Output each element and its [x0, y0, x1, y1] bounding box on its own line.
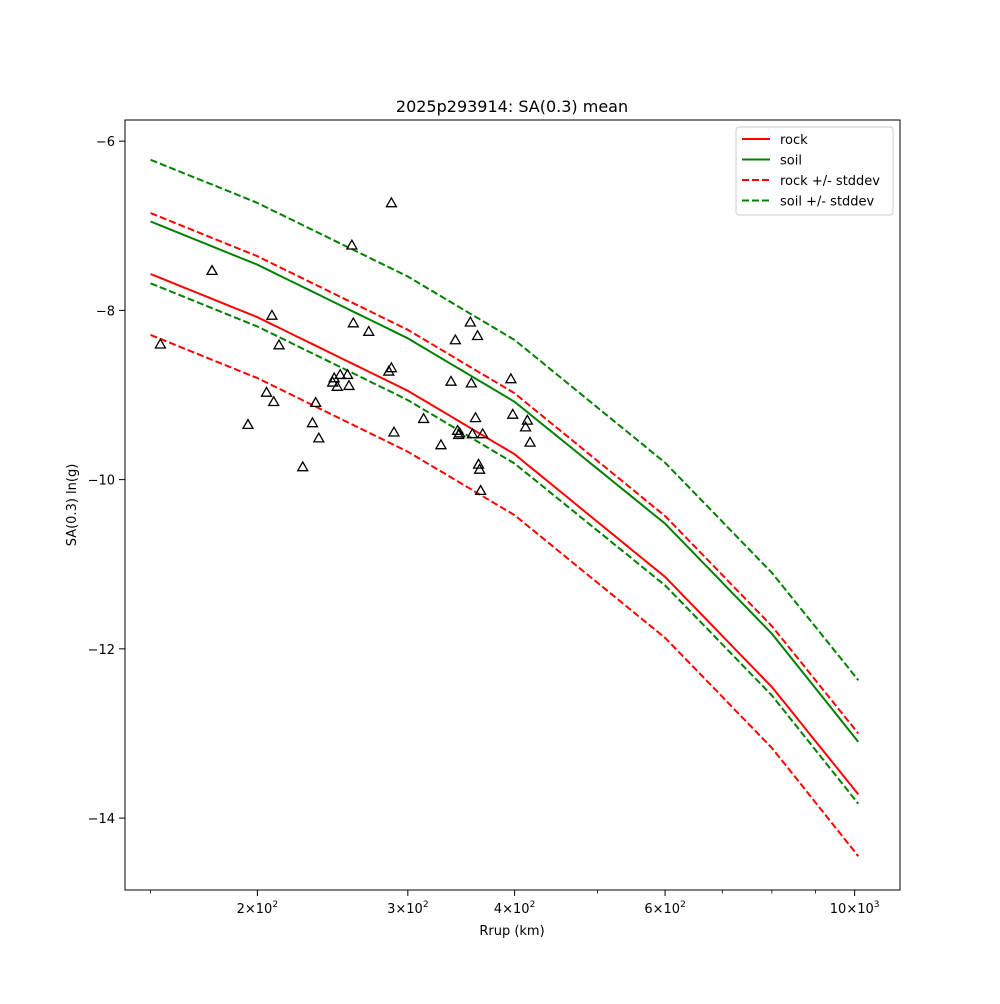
observation-point: [471, 329, 484, 341]
x-tick-label: 4×102: [494, 900, 535, 917]
x-tick-label: 3×102: [387, 900, 428, 917]
y-tick-label: −10: [88, 474, 115, 489]
y-axis: −6 −8 −10 −12 −14: [88, 135, 125, 827]
series-line-0-rock: [150, 273, 860, 796]
observation-point: [519, 420, 532, 432]
observation-point: [434, 438, 448, 450]
observation-point: [417, 412, 430, 424]
observation-point: [154, 337, 167, 349]
y-tick-label: −12: [88, 643, 115, 658]
observation-point: [265, 309, 279, 320]
observation-points: [154, 196, 537, 496]
observation-point: [506, 408, 519, 419]
observation-point: [306, 416, 319, 428]
observation-point: [341, 368, 354, 380]
x-tick-label: 6×102: [644, 900, 685, 917]
legend-label: soil: [780, 154, 802, 169]
observation-point: [466, 427, 479, 439]
chart-title: 2025p293914: SA(0.3) mean: [396, 97, 628, 116]
observation-point: [241, 418, 255, 430]
observation-point: [504, 372, 517, 384]
legend-label: rock: [780, 133, 808, 148]
y-axis-label: SA(0.3) ln(g): [65, 464, 80, 547]
observation-point: [474, 484, 487, 496]
observation-point: [472, 458, 485, 469]
series-line-5: [150, 282, 860, 805]
x-axis-label: Rrup (km): [479, 924, 544, 939]
series-line-3: [150, 333, 860, 857]
y-tick-label: −14: [88, 812, 115, 827]
x-tick-label: 10×103: [830, 900, 880, 917]
observation-point: [362, 325, 375, 336]
observation-point: [331, 380, 344, 391]
observation-point: [385, 361, 398, 373]
observation-point: [453, 426, 466, 438]
x-axis: 2×102 3×102 4×102 6×102 10×103: [150, 890, 880, 917]
observation-point: [272, 338, 286, 350]
observation-point: [205, 264, 219, 276]
observation-point: [521, 414, 534, 425]
observation-point: [347, 316, 360, 328]
legend-box: [735, 126, 894, 216]
observation-point: [444, 375, 458, 386]
observation-point: [296, 460, 309, 472]
series-layer: [150, 158, 860, 857]
observation-point: [334, 368, 347, 380]
observation-point: [469, 411, 482, 423]
observation-point: [328, 371, 341, 383]
y-tick-label: −8: [96, 304, 115, 319]
observation-point: [387, 425, 401, 437]
observation-point: [342, 379, 356, 391]
series-line-4-soil-stddev: [150, 158, 860, 681]
observation-point: [464, 315, 477, 327]
observation-point: [465, 376, 478, 388]
series-line-1-soil: [150, 220, 860, 743]
observation-point: [345, 238, 358, 250]
observation-point: [449, 333, 462, 345]
observation-point: [267, 395, 280, 407]
observation-point: [312, 431, 325, 443]
legend: rock soil rock +/- stddev soil +/- stddev: [735, 126, 894, 216]
observation-point: [473, 463, 486, 474]
x-tick-label: 2×102: [237, 900, 278, 917]
observation-point: [523, 436, 537, 447]
observation-point: [260, 386, 273, 397]
series-line-2-rock-stddev: [150, 212, 860, 735]
legend-label: rock +/- stddev: [780, 174, 880, 189]
observation-point: [309, 396, 322, 408]
observation-point: [385, 196, 398, 208]
observation-point: [476, 427, 489, 439]
plot-area-frame: [124, 119, 901, 891]
legend-label: soil +/- stddev: [780, 195, 875, 210]
y-tick-label: −6: [96, 135, 115, 150]
